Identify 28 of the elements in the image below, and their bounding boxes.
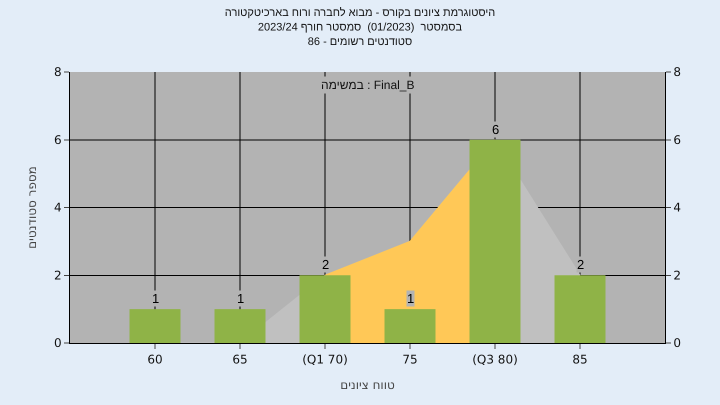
bar <box>130 309 180 343</box>
chart-title: היסטוגרמת ציונים בקורס - מבוא לחברה ורוח בארכיטקטורה בסמסטר (01/2023) סמסטר חורף 2023/24 סטודנטים רשומים - 86 <box>224 7 496 48</box>
y-tick-label: 4 <box>54 200 62 215</box>
data-label: 6 <box>492 122 500 137</box>
annotation: במשימה : Final_B <box>321 78 414 92</box>
y-tick-label: 0 <box>54 336 62 350</box>
y2-tick-label: 6 <box>673 132 682 147</box>
x-tick-label: (Q3 80) <box>472 352 518 366</box>
x-axis-title: טווח ציונים <box>340 378 395 392</box>
y2-tick-label: 4 <box>673 200 682 215</box>
x-tick-label: 60 <box>147 352 163 366</box>
data-label: 1 <box>407 291 414 306</box>
y-tick-label: 6 <box>54 132 62 147</box>
x-tick-label: 85 <box>572 352 588 366</box>
bar <box>384 309 436 343</box>
y2-tick-label: 0 <box>673 336 682 350</box>
x-tick-label: 75 <box>402 352 418 366</box>
x-tick-label: 65 <box>232 352 248 366</box>
data-label: 1 <box>237 291 244 306</box>
x-tick-label: (Q1 70) <box>302 352 348 366</box>
data-label: 2 <box>322 257 330 272</box>
y2-tick-label: 8 <box>673 65 682 80</box>
y-axis-title: מספר סטודנטים <box>25 166 39 249</box>
data-label: 1 <box>152 291 160 306</box>
data-label: 2 <box>577 257 584 272</box>
y-tick-label: 8 <box>54 65 62 80</box>
y-tick-label: 2 <box>54 268 62 282</box>
y2-tick-label: 2 <box>673 268 682 282</box>
